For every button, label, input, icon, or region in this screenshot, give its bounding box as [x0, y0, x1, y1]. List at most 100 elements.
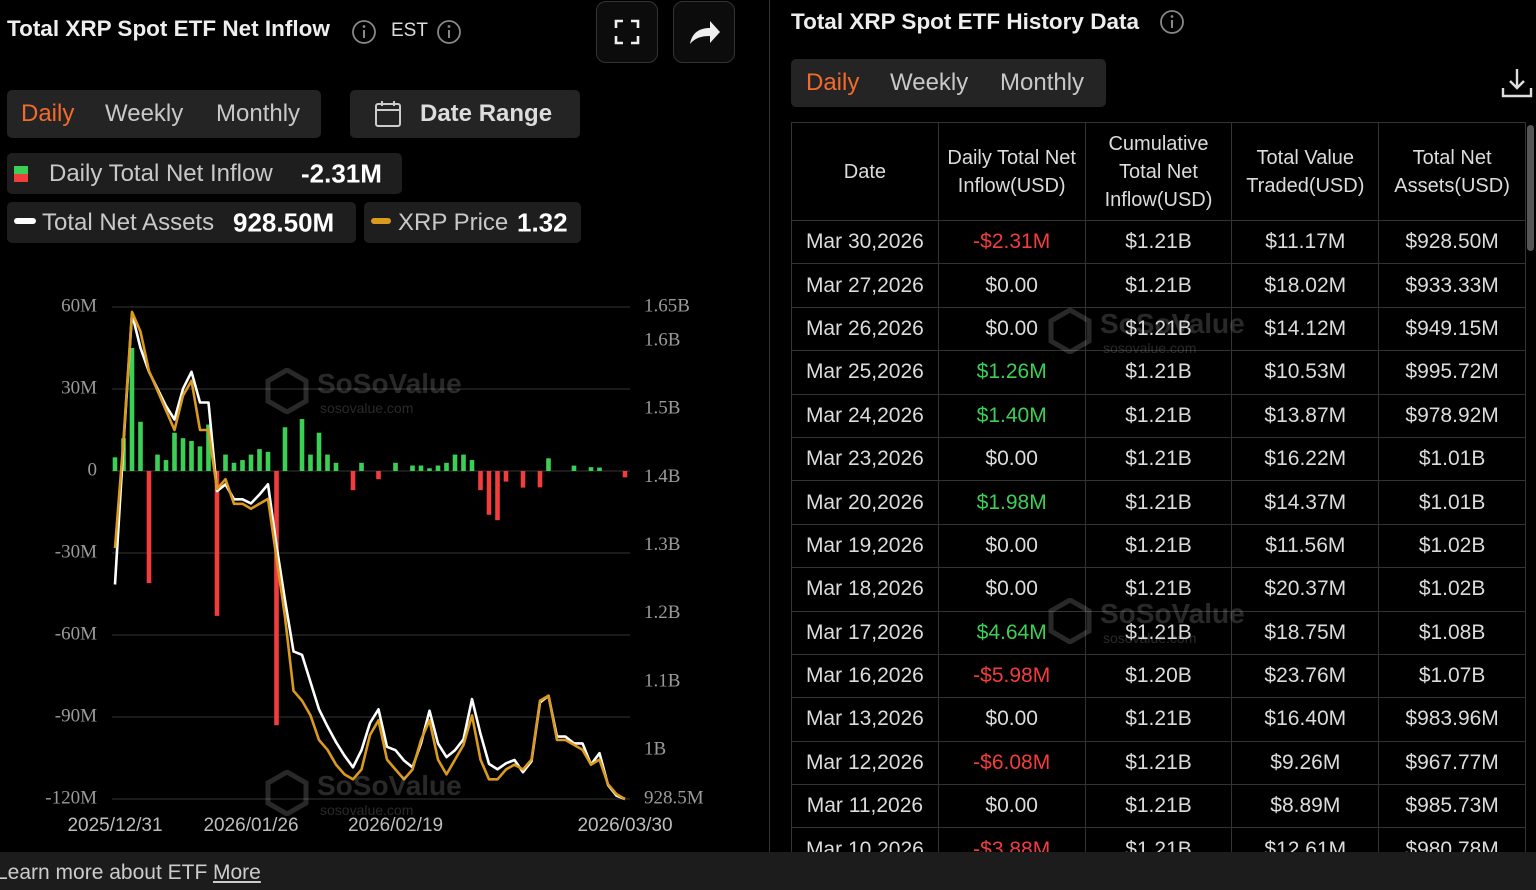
table-cell: $16.22M: [1231, 436, 1380, 482]
legend-label: XRP Price: [398, 208, 509, 236]
table-cell: $11.17M: [1231, 219, 1380, 265]
bar: [503, 471, 509, 482]
y-tick-label: -120M: [45, 787, 97, 808]
column-header: Total Net Assets(USD): [1378, 122, 1526, 221]
bar: [265, 451, 271, 471]
y2-tick-label: 1.4B: [644, 466, 680, 487]
table-cell: Mar 10,2026: [791, 827, 939, 852]
bar: [444, 462, 449, 471]
bar: [189, 440, 194, 471]
info-icon[interactable]: [1159, 9, 1185, 35]
table-cell: -$6.08M: [937, 740, 1086, 786]
table-cell: $1.21B: [1084, 567, 1233, 612]
legend-item[interactable]: Daily Total Net Inflow -2.31M: [7, 153, 402, 194]
table-cell: $980.78M: [1378, 827, 1526, 852]
table-cell: $18.02M: [1231, 263, 1380, 308]
scrollbar[interactable]: [1527, 125, 1534, 251]
table-row: Mar 10,2026 -$3.88M $1.21B $12.61M $980.78M: [791, 827, 1526, 852]
table-cell: -$3.88M: [937, 827, 1086, 852]
tab[interactable]: Monthly: [1000, 69, 1085, 96]
bar: [461, 454, 466, 471]
footer: Learn more about ETF More: [0, 852, 1536, 890]
download-button[interactable]: [1500, 66, 1534, 100]
y2-tick-label: 1.2B: [644, 602, 680, 623]
bar: [359, 462, 364, 471]
footer-text: Learn more about ETF: [0, 861, 208, 884]
bar: [486, 471, 492, 515]
table-cell: Mar 13,2026: [791, 697, 939, 742]
bar: [172, 432, 177, 471]
timezone[interactable]: EST: [391, 20, 428, 41]
tab[interactable]: Daily: [806, 69, 860, 96]
table-cell: $0.00: [937, 697, 1086, 742]
legend-item[interactable]: XRP Price 1.32: [364, 202, 581, 243]
legend-value: -2.31M: [301, 158, 382, 188]
table-cell: $18.75M: [1231, 610, 1380, 655]
table-cell: $20.37M: [1231, 567, 1380, 612]
table-row: Mar 25,2026 $1.26M $1.21B $10.53M $995.72M: [791, 350, 1526, 395]
fullscreen-icon: [614, 19, 640, 45]
table-cell: Mar 20,2026: [791, 480, 939, 525]
table-cell: $0.00: [937, 436, 1086, 482]
fullscreen-button[interactable]: [596, 1, 658, 63]
tab[interactable]: Monthly: [216, 100, 301, 127]
x-tick-label: 2026/01/26: [203, 815, 298, 836]
table-cell: $0.00: [937, 263, 1086, 308]
bar: [138, 421, 143, 471]
table-cell: $1.21B: [1084, 350, 1233, 395]
legend-value: 928.50M: [233, 207, 335, 237]
table-cell: $23.76M: [1231, 653, 1380, 699]
table-row: Mar 23,2026 $0.00 $1.21B $16.22M $1.01B: [791, 436, 1526, 482]
table-row: Mar 17,2026 $4.64M $1.21B $18.75M $1.08B: [791, 610, 1526, 655]
footer-link[interactable]: More: [213, 861, 261, 884]
legend-label: Daily Total Net Inflow: [49, 159, 273, 187]
table-cell: $967.77M: [1378, 740, 1526, 786]
table-cell: $1.21B: [1084, 610, 1233, 655]
y2-tick-label: 1.65B: [644, 295, 690, 316]
table-cell: $1.01B: [1378, 480, 1526, 525]
bar: [316, 432, 322, 471]
bar: [520, 471, 526, 488]
bar: [248, 454, 254, 471]
table-cell: $1.21B: [1084, 697, 1233, 742]
y2-tick-label: 1.5B: [644, 398, 680, 419]
table-row: Mar 16,2026 -$5.98M $1.20B $23.76M $1.07B: [791, 653, 1526, 699]
table-cell: $1.20B: [1084, 653, 1233, 699]
table-cell: -$5.98M: [937, 653, 1086, 699]
bar: [214, 471, 220, 616]
tab[interactable]: Weekly: [105, 100, 184, 127]
table-cell: $1.08B: [1378, 610, 1526, 655]
table-cell: $995.72M: [1378, 350, 1526, 395]
share-button[interactable]: [673, 1, 735, 63]
table-cell: Mar 24,2026: [791, 393, 939, 438]
table-cell: $9.26M: [1231, 740, 1380, 786]
y-tick-label: -60M: [55, 623, 97, 644]
bar: [163, 460, 169, 471]
table-cell: $10.53M: [1231, 350, 1380, 395]
bar: [308, 454, 313, 471]
table-cell: $1.21B: [1084, 306, 1233, 352]
history-table: Date Daily Total Net Inflow(USD) Cumulativ…: [791, 122, 1526, 852]
y2-tick-label: 928.5M: [644, 787, 704, 808]
legend-value: 1.32: [517, 207, 568, 237]
table-cell: Mar 25,2026: [791, 350, 939, 395]
info-icon[interactable]: [351, 19, 377, 45]
table-cell: $8.89M: [1231, 784, 1380, 829]
info-icon[interactable]: [436, 19, 462, 45]
y2-tick-label: 1B: [644, 739, 666, 760]
table-row: Mar 24,2026 $1.40M $1.21B $13.87M $978.92M: [791, 393, 1526, 438]
table-cell: $949.15M: [1378, 306, 1526, 352]
x-tick-label: 2026/03/30: [577, 815, 672, 836]
bar: [393, 462, 398, 471]
calendar-icon: [375, 101, 401, 127]
tab[interactable]: Daily: [21, 100, 75, 127]
table-cell: $1.21B: [1084, 219, 1233, 265]
table-cell: $1.02B: [1378, 567, 1526, 612]
tab[interactable]: Weekly: [890, 69, 969, 96]
table-cell: $1.01B: [1378, 436, 1526, 482]
bar: [146, 471, 152, 584]
date-range-button[interactable]: Date Range: [350, 90, 580, 138]
legend-item[interactable]: Total Net Assets 928.50M: [7, 202, 356, 243]
table-cell: $985.73M: [1378, 784, 1526, 829]
